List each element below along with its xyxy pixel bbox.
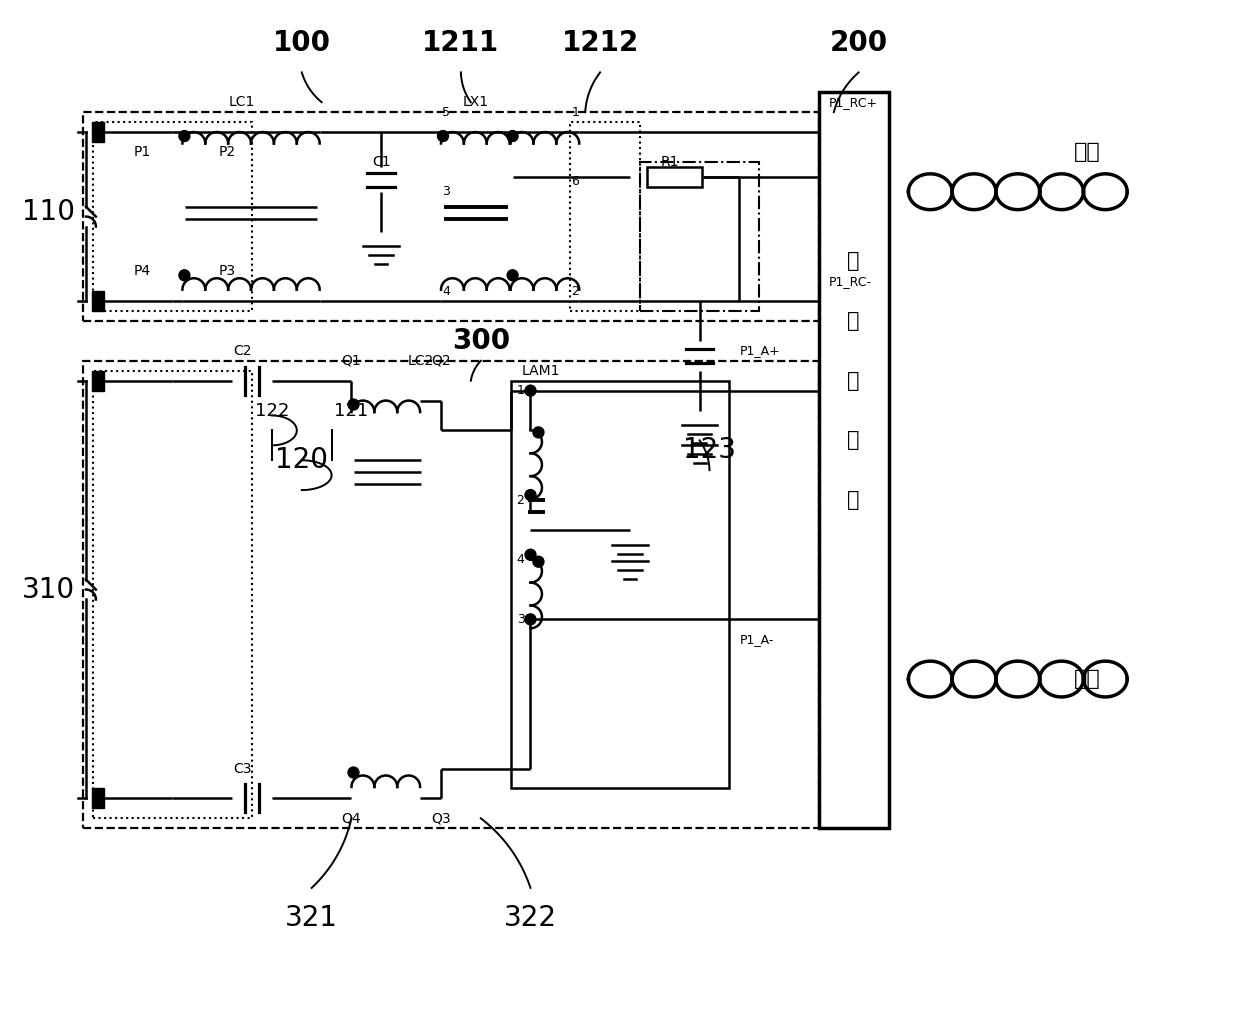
Text: 300: 300 <box>451 327 510 355</box>
Bar <box>92 371 104 391</box>
Text: P2: P2 <box>218 145 236 159</box>
Text: 网线: 网线 <box>1074 142 1101 162</box>
Circle shape <box>525 385 536 396</box>
Circle shape <box>533 427 544 438</box>
Text: 110: 110 <box>21 198 74 225</box>
Text: 3: 3 <box>517 613 525 626</box>
Text: Q4: Q4 <box>342 811 361 825</box>
Text: 4: 4 <box>441 285 450 298</box>
Text: 2: 2 <box>517 494 525 507</box>
Bar <box>92 122 104 142</box>
Text: 1: 1 <box>572 106 579 118</box>
Text: P1_A+: P1_A+ <box>739 344 780 358</box>
Text: 以: 以 <box>847 251 861 272</box>
Circle shape <box>525 614 536 625</box>
Text: P3: P3 <box>218 265 236 279</box>
Text: LC2: LC2 <box>408 354 434 368</box>
Bar <box>92 789 104 808</box>
Text: 2: 2 <box>572 285 579 298</box>
Text: 太: 太 <box>847 311 861 331</box>
Circle shape <box>507 130 518 141</box>
Bar <box>93 371 252 818</box>
Circle shape <box>525 490 536 501</box>
Bar <box>92 291 104 311</box>
Circle shape <box>348 767 358 778</box>
Text: 6: 6 <box>572 176 579 188</box>
Text: 123: 123 <box>683 436 737 465</box>
Bar <box>818 92 889 828</box>
Circle shape <box>179 130 190 141</box>
Bar <box>83 112 818 321</box>
Text: P1: P1 <box>134 145 151 159</box>
Text: LAM1: LAM1 <box>521 364 559 378</box>
Text: 100: 100 <box>273 28 331 57</box>
Text: C2: C2 <box>233 343 252 358</box>
Text: 200: 200 <box>830 28 888 57</box>
Text: P1_RC+: P1_RC+ <box>828 96 878 109</box>
Text: 接: 接 <box>847 430 861 450</box>
Text: 1: 1 <box>517 384 525 397</box>
Circle shape <box>179 270 190 281</box>
Circle shape <box>525 549 536 561</box>
Text: 网线: 网线 <box>1074 669 1101 689</box>
Text: 121: 121 <box>335 402 368 419</box>
Bar <box>647 167 702 187</box>
Text: LX1: LX1 <box>463 95 489 109</box>
Text: 5: 5 <box>441 106 450 118</box>
Text: P4: P4 <box>134 265 151 279</box>
Circle shape <box>348 399 358 410</box>
Text: 120: 120 <box>275 446 329 475</box>
Bar <box>511 381 729 789</box>
Text: C1: C1 <box>372 155 391 169</box>
Text: 3: 3 <box>441 185 450 198</box>
Text: 1211: 1211 <box>423 28 500 57</box>
Text: 321: 321 <box>285 904 339 931</box>
Bar <box>640 162 759 311</box>
Text: Q3: Q3 <box>432 811 451 825</box>
Bar <box>93 122 252 311</box>
Text: C3: C3 <box>233 762 252 776</box>
Circle shape <box>533 557 544 568</box>
Text: 322: 322 <box>503 904 557 931</box>
Text: R1: R1 <box>661 155 680 169</box>
Text: 1212: 1212 <box>562 28 639 57</box>
Text: 网: 网 <box>847 371 861 391</box>
Bar <box>570 122 640 311</box>
Text: 310: 310 <box>21 576 74 604</box>
Text: Q1: Q1 <box>341 354 361 368</box>
Text: P1_A-: P1_A- <box>739 632 774 645</box>
Text: 4: 4 <box>517 553 525 567</box>
Circle shape <box>438 130 449 141</box>
Text: 口: 口 <box>847 490 861 510</box>
Text: Q2: Q2 <box>432 354 451 368</box>
Text: 122: 122 <box>254 402 289 419</box>
Text: P1_RC-: P1_RC- <box>828 275 872 288</box>
Circle shape <box>507 270 518 281</box>
Bar <box>83 361 818 828</box>
Text: LC1: LC1 <box>229 95 255 109</box>
